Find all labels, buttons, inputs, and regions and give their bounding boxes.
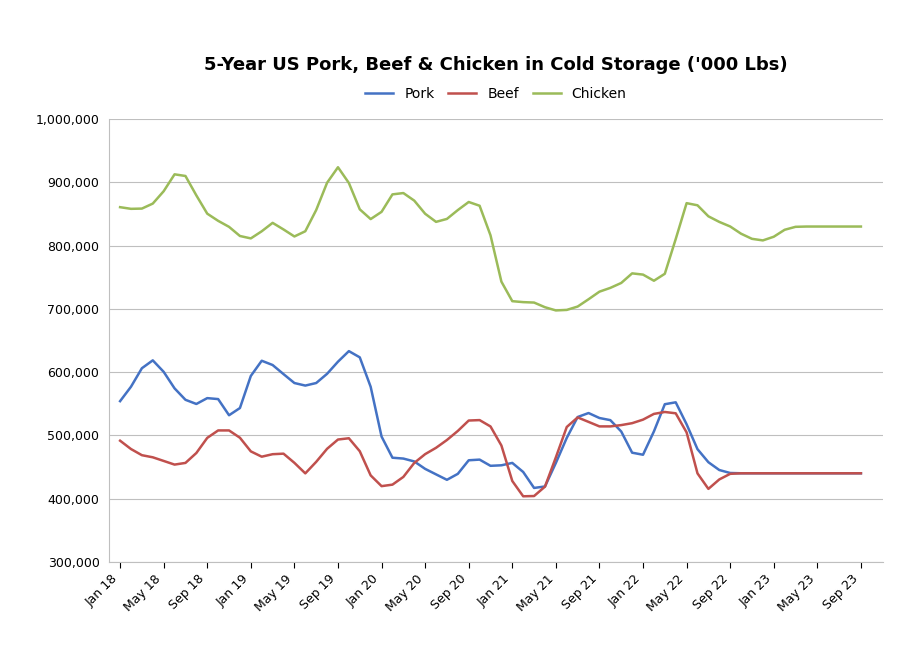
- Beef: [703, 485, 713, 493]
- Pork: [561, 434, 572, 442]
- Beef: [844, 469, 855, 477]
- Line: Pork: Pork: [120, 351, 861, 488]
- Beef: [169, 461, 180, 469]
- Beef: [115, 437, 126, 445]
- Chicken: [844, 223, 855, 231]
- Pork: [343, 347, 354, 355]
- Chicken: [235, 232, 246, 240]
- Pork: [257, 357, 268, 365]
- Beef: [855, 469, 866, 477]
- Chicken: [703, 212, 713, 220]
- Chicken: [169, 171, 180, 178]
- Pork: [529, 484, 540, 492]
- Pork: [115, 397, 126, 405]
- Chicken: [561, 306, 572, 314]
- Line: Beef: Beef: [120, 412, 861, 496]
- Pork: [703, 458, 713, 466]
- Chicken: [115, 203, 126, 211]
- Title: 5-Year US Pork, Beef & Chicken in Cold Storage ('000 Lbs): 5-Year US Pork, Beef & Chicken in Cold S…: [204, 56, 788, 75]
- Pork: [844, 469, 855, 477]
- Line: Chicken: Chicken: [120, 167, 861, 311]
- Beef: [235, 434, 246, 442]
- Pork: [855, 469, 866, 477]
- Beef: [660, 408, 671, 416]
- Pork: [169, 385, 180, 393]
- Beef: [551, 453, 561, 461]
- Chicken: [551, 307, 561, 315]
- Chicken: [332, 163, 343, 171]
- Chicken: [855, 223, 866, 231]
- Chicken: [257, 227, 268, 235]
- Legend: Pork, Beef, Chicken: Pork, Beef, Chicken: [359, 82, 632, 106]
- Beef: [257, 453, 268, 461]
- Pork: [235, 404, 246, 412]
- Beef: [518, 492, 529, 500]
